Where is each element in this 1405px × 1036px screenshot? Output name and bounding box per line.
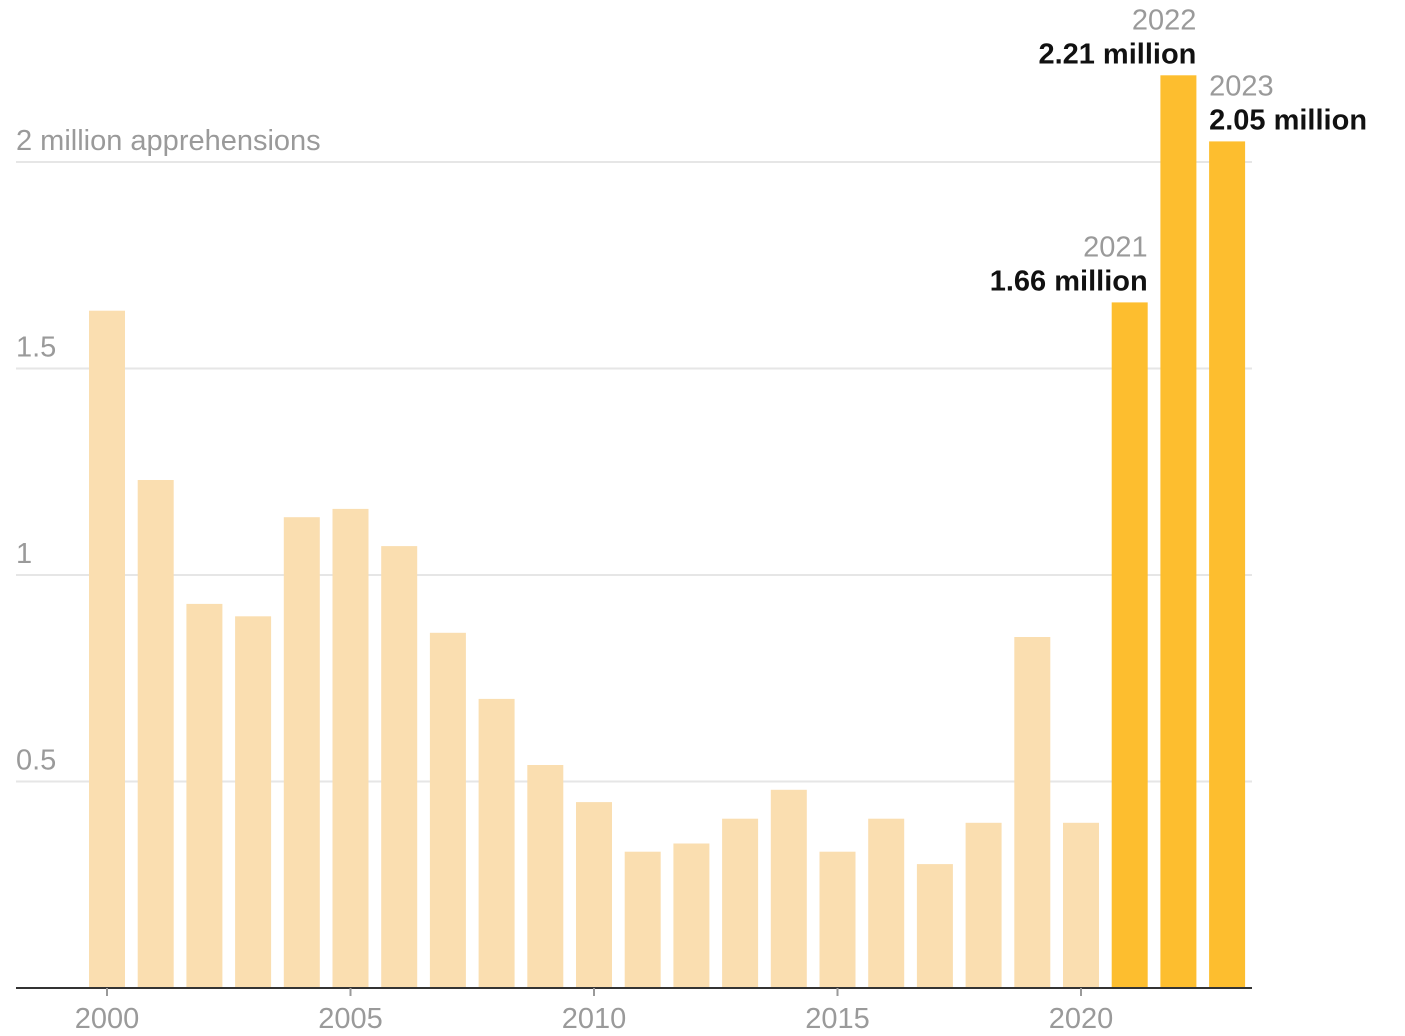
bar-2003 bbox=[235, 616, 272, 988]
bar-2016 bbox=[868, 818, 905, 988]
x-tick-label: 2010 bbox=[562, 1003, 627, 1035]
bar-2005 bbox=[332, 508, 369, 988]
bar-2018 bbox=[965, 822, 1002, 988]
bar-2004 bbox=[283, 517, 320, 988]
bar-2013 bbox=[722, 818, 759, 988]
x-tick-label: 2015 bbox=[805, 1003, 870, 1035]
bar-2008 bbox=[478, 698, 515, 988]
bar-2020 bbox=[1063, 822, 1099, 988]
bar-2012 bbox=[673, 843, 710, 988]
y-tick-label: 2 million apprehensions bbox=[16, 125, 321, 157]
annotation-value-2021: 1.66 million bbox=[990, 265, 1148, 297]
annotation-year-2021: 2021 bbox=[1083, 231, 1148, 263]
bar-2021 bbox=[1111, 302, 1148, 988]
bar-2019 bbox=[1014, 637, 1051, 988]
y-tick-label: 1.5 bbox=[16, 332, 56, 364]
x-tick-label: 2020 bbox=[1049, 1003, 1114, 1035]
bar-2011 bbox=[624, 851, 661, 988]
bar-2000 bbox=[89, 310, 125, 988]
annotation-year-2023: 2023 bbox=[1209, 70, 1274, 102]
bar-2002 bbox=[186, 603, 223, 988]
bar-2007 bbox=[429, 632, 466, 988]
bar-2001 bbox=[137, 480, 174, 988]
annotation-value-2022: 2.21 million bbox=[1038, 38, 1196, 70]
y-tick-label: 1 bbox=[16, 538, 32, 570]
y-tick-label: 0.5 bbox=[16, 745, 56, 777]
bar-2010 bbox=[576, 802, 612, 988]
annotation-year-2022: 2022 bbox=[1132, 4, 1197, 36]
annotation-value-2023: 2.05 million bbox=[1209, 104, 1367, 136]
x-axis-labels: 2000 2005 2010 2015 2020 bbox=[75, 988, 1114, 1035]
bar-2014 bbox=[770, 789, 807, 988]
bar-2009 bbox=[527, 765, 564, 988]
bar-2006 bbox=[381, 546, 418, 988]
bar-2017 bbox=[916, 864, 953, 988]
x-tick-label: 2005 bbox=[318, 1003, 383, 1035]
bar-2023 bbox=[1209, 141, 1246, 988]
bars bbox=[89, 75, 1246, 989]
x-tick-label: 2000 bbox=[75, 1003, 140, 1035]
bar-2022 bbox=[1160, 75, 1197, 989]
bar-2015 bbox=[819, 851, 856, 988]
y-axis-labels: 0.5 1 1.5 2 million apprehensions bbox=[16, 125, 321, 777]
